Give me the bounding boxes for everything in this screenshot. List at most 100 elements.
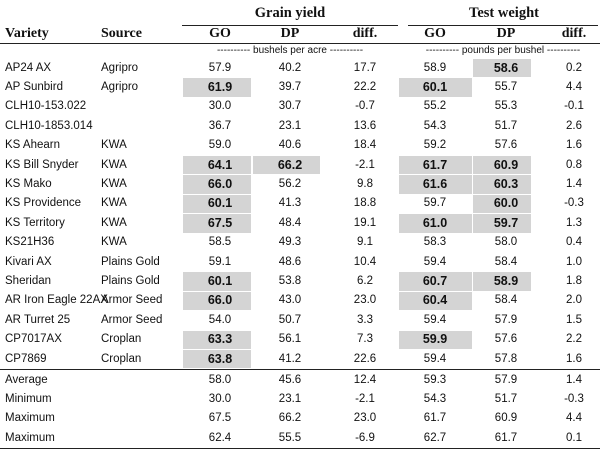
gy-diff-cell: 18.8 [353,197,377,210]
gy-diff-cell: -2.1 [355,158,375,171]
gy-diff-cell: 17.7 [353,61,377,74]
tw-dp-cell: 58.4 [494,294,518,307]
summary-label: Minimum [5,393,52,406]
variety-cell: AR Turret 25 [5,313,71,326]
tw-dp-cell: 57.8 [494,352,518,365]
highlight-cell [399,214,472,233]
table-row: KS Territory KWA 67.5 48.4 19.1 61.0 59.7 1.3 [0,213,600,233]
test-weight-units: ---------- pounds per bushel ---------- [425,44,581,56]
variety-cell: CLH10-1853.014 [5,119,93,132]
tw-diff-cell: -0.3 [564,197,584,210]
tw-go-cell: 58.3 [423,236,447,249]
summary-row: Minimum 30.0 23.1 -2.1 54.3 51.7 -0.3 [0,389,600,408]
gy-diff-cell: 9.8 [357,178,373,191]
dp-cell: 56.2 [278,178,302,191]
tw-diff-cell: 1.4 [566,178,582,191]
gy-diff-cell: 12.4 [353,373,377,386]
tw-go-cell: 59.9 [422,332,448,347]
highlight-cell [473,59,531,78]
tw-go-cell: 62.7 [423,431,447,444]
tw-diff-cell: 0.8 [566,158,582,171]
summary-label: Maximum [5,412,55,425]
tw-go-cell: 60.1 [422,80,448,95]
go-cell: 63.3 [207,332,233,347]
table-row: CLH10-1853.014 36.7 23.1 13.6 54.3 51.7 2.6 [0,116,600,135]
tw-dp-cell: 58.0 [494,236,518,249]
source-header: Source [101,26,142,41]
tw-diff-cell: 1.6 [566,352,582,365]
tw-dp-cell: 60.0 [493,196,519,211]
highlight-cell [183,156,251,175]
highlight-cell [473,214,531,233]
tw-dp-cell: 57.9 [494,373,518,386]
tw-dp-cell: 60.9 [494,412,518,425]
go-cell: 60.1 [207,274,233,289]
highlight-cell [399,78,472,97]
table-row: CP7017AX Croplan 63.3 56.1 7.3 59.9 57.6 2.2 [0,330,600,349]
table-row: CLH10-153.022 30.0 30.7 -0.7 55.2 55.3 -0.1 [0,97,600,116]
source-cell: KWA [101,178,127,191]
units-row: ---------- bushels per acre ---------- -… [0,44,600,56]
variety-cell: AP Sunbird [5,81,63,94]
table-row: Sheridan Plains Gold 60.1 53.8 6.2 60.7 58.9 1.… [0,271,600,291]
tw-diff-cell: 1.4 [566,373,582,386]
gy-diff-cell: -6.9 [355,431,375,444]
highlight-cell [183,194,251,214]
go-cell: 60.1 [207,196,233,211]
gy-diff-cell: 13.6 [353,119,377,132]
tw-diff-cell: 1.0 [566,255,582,268]
gy-diff-cell: 10.4 [353,255,377,268]
source-cell: KWA [101,236,127,249]
tw-dp-header: DP [496,26,516,41]
dp-cell: 66.2 [278,412,302,425]
tw-diff-cell: 0.1 [566,431,582,444]
dp-cell: 41.2 [278,352,302,365]
dp-cell: 41.3 [278,197,302,210]
tw-diff-cell: 1.5 [566,313,582,326]
tw-go-cell: 61.0 [422,215,448,230]
gy-diff-cell: 9.1 [357,236,373,249]
variety-cell: Kivari AX [5,255,52,268]
source-cell: Croplan [101,333,142,346]
source-cell: KWA [101,216,127,229]
dp-cell: 40.2 [278,61,302,74]
variety-cell: AR Iron Eagle 22AX [5,294,108,307]
tw-diff-cell: 0.4 [566,236,582,249]
variety-cell: KS Mako [5,178,52,191]
summary-label: Maximum [5,431,55,444]
tw-go-cell: 59.4 [423,313,447,326]
gy-diff-cell: 22.6 [353,352,377,365]
highlight-cell [473,175,531,194]
go-cell: 30.0 [208,100,232,113]
tw-dp-cell: 57.9 [494,313,518,326]
table-row: Kivari AX Plains Gold 59.1 48.6 10.4 59.4 58.4… [0,252,600,271]
tw-go-cell: 61.6 [422,177,448,192]
grain-yield-rule [182,25,398,26]
gy-diff-cell: 23.0 [353,294,377,307]
source-cell: Armor Seed [101,313,163,326]
source-cell: Agripro [101,61,139,74]
tw-go-cell: 59.7 [423,197,447,210]
source-cell: Plains Gold [101,255,160,268]
tw-diff-cell: 0.2 [566,61,582,74]
tw-diff-cell: -0.3 [564,393,584,406]
tw-dp-cell: 60.3 [493,177,519,192]
variety-cell: AP24 AX [5,61,52,74]
tw-dp-cell: 57.6 [494,333,518,346]
table-row: KS Bill Snyder KWA 64.1 66.2 -2.1 61.7 60.9 0.8 [0,155,600,175]
dp-cell: 56.1 [278,333,302,346]
source-cell: Armor Seed [101,294,163,307]
gy-diff-cell: -0.7 [355,100,375,113]
highlight-cell [399,330,472,349]
tw-dp-cell: 58.9 [493,274,519,289]
highlight-cell [399,175,472,194]
gy-diff-cell: 22.2 [353,81,377,94]
tw-go-header: GO [424,26,446,41]
table-row: CP7869 Croplan 63.8 41.2 22.6 59.4 57.8 1.6 [0,349,600,369]
gy-diff-header: diff. [352,26,378,41]
tw-go-cell: 59.4 [423,255,447,268]
table-row: AR Iron Eagle 22AX Armor Seed 66.0 43.0 23.0… [0,291,600,311]
highlight-cell [183,175,251,194]
table-row: KS Providence KWA 60.1 41.3 18.8 59.7 60.0 -0.3 [0,194,600,214]
tw-diff-cell: 1.3 [566,216,582,229]
